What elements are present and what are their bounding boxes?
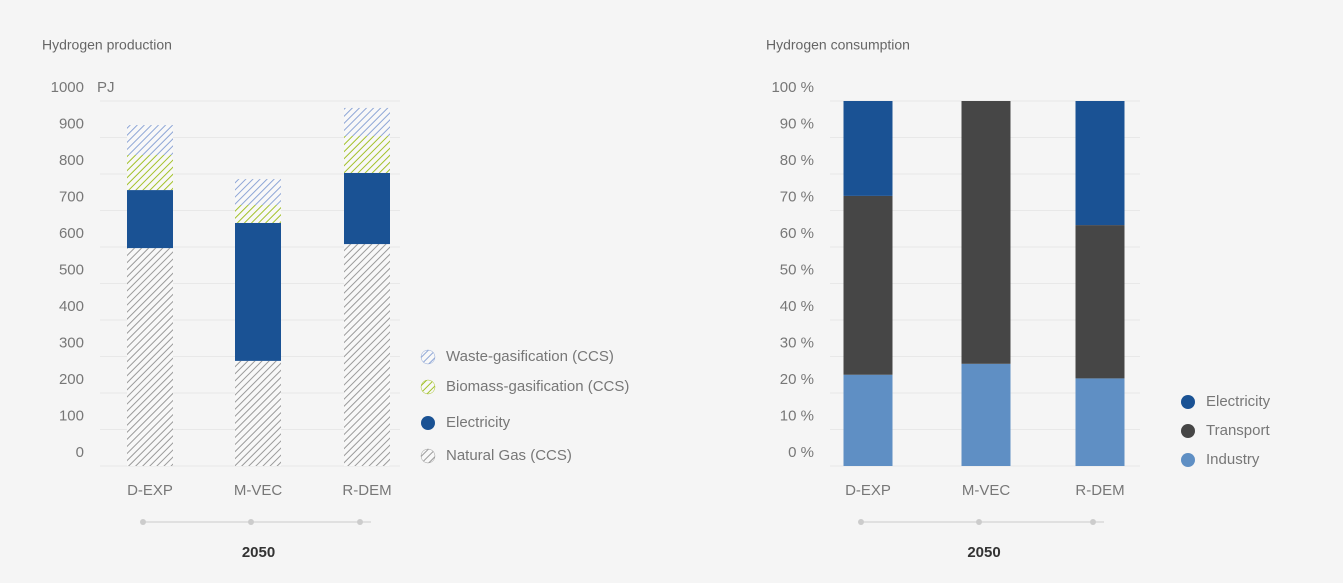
legend-label: Biomass-gasification (CCS): [446, 378, 629, 395]
timeline-label: 2050: [242, 544, 275, 561]
y-tick-label: 20 %: [780, 371, 814, 388]
bar-segment: [344, 107, 390, 137]
y-tick-label: 200: [59, 371, 84, 388]
bar-segment: [344, 172, 390, 245]
legend-swatch: [420, 448, 436, 464]
legend-swatch: [420, 379, 436, 395]
bar-segment: [961, 101, 1011, 364]
y-tick-label: 0: [76, 444, 84, 461]
bar-segment: [127, 190, 173, 249]
bar-segment: [127, 248, 173, 466]
y-tick-label: 900: [59, 115, 84, 132]
y-tick-label: 1000: [51, 79, 84, 96]
legend-swatch: [421, 416, 435, 430]
y-tick-label: 800: [59, 152, 84, 169]
chart-title: Hydrogen consumption: [766, 37, 910, 53]
legend-swatch: [420, 349, 436, 365]
y-tick-label: 600: [59, 225, 84, 242]
y-tick-label: 40 %: [780, 298, 814, 315]
y-tick-label: 500: [59, 261, 84, 278]
y-tick-label: 50 %: [780, 261, 814, 278]
x-tick-label: R-DEM: [342, 482, 391, 499]
timeline-dot: [1090, 519, 1096, 525]
y-tick-label: 100: [59, 407, 84, 424]
bar-segment: [235, 179, 281, 206]
timeline-label: 2050: [967, 544, 1000, 561]
x-tick-label: D-EXP: [845, 482, 891, 499]
y-tick-label: 300: [59, 334, 84, 351]
y-tick-label: 0 %: [788, 444, 814, 461]
x-tick-label: R-DEM: [1075, 482, 1124, 499]
bar-segment: [344, 244, 390, 466]
timeline-dot: [976, 519, 982, 525]
timeline-dot: [140, 519, 146, 525]
bar-segment: [961, 363, 1011, 466]
bar-segment: [1075, 225, 1125, 379]
timeline-dot: [248, 519, 254, 525]
timeline-dot: [357, 519, 363, 525]
bar-segment: [1075, 378, 1125, 466]
legend-label: Electricity: [446, 414, 511, 431]
x-tick-label: D-EXP: [127, 482, 173, 499]
bar-segment: [127, 155, 173, 191]
y-tick-label: 70 %: [780, 188, 814, 205]
legend-label: Waste-gasification (CCS): [446, 348, 614, 365]
legend-swatch: [1181, 395, 1195, 409]
y-unit: PJ: [97, 79, 115, 96]
bar-segment: [843, 195, 893, 375]
y-tick-label: 80 %: [780, 152, 814, 169]
chart-title: Hydrogen production: [42, 37, 172, 53]
bar-segment: [344, 136, 390, 173]
bar-segment: [843, 374, 893, 466]
bar-segment: [235, 360, 281, 466]
bar-segment: [235, 222, 281, 361]
y-tick-label: 30 %: [780, 334, 814, 351]
legend-label: Industry: [1206, 451, 1260, 468]
legend-label: Transport: [1206, 422, 1270, 439]
legend-swatch: [1181, 424, 1195, 438]
timeline-dot: [858, 519, 864, 525]
bar-segment: [127, 125, 173, 156]
legend-swatch: [1181, 453, 1195, 467]
legend-label: Electricity: [1206, 393, 1271, 410]
x-tick-label: M-VEC: [234, 482, 283, 499]
y-tick-label: 700: [59, 188, 84, 205]
bar-segment: [1075, 101, 1125, 226]
bar-segment: [235, 205, 281, 223]
y-tick-label: 100 %: [771, 79, 814, 96]
bar-segment: [843, 101, 893, 196]
y-tick-label: 90 %: [780, 115, 814, 132]
y-tick-label: 10 %: [780, 407, 814, 424]
legend-label: Natural Gas (CCS): [446, 447, 572, 464]
y-tick-label: 60 %: [780, 225, 814, 242]
x-tick-label: M-VEC: [962, 482, 1011, 499]
y-tick-label: 400: [59, 298, 84, 315]
